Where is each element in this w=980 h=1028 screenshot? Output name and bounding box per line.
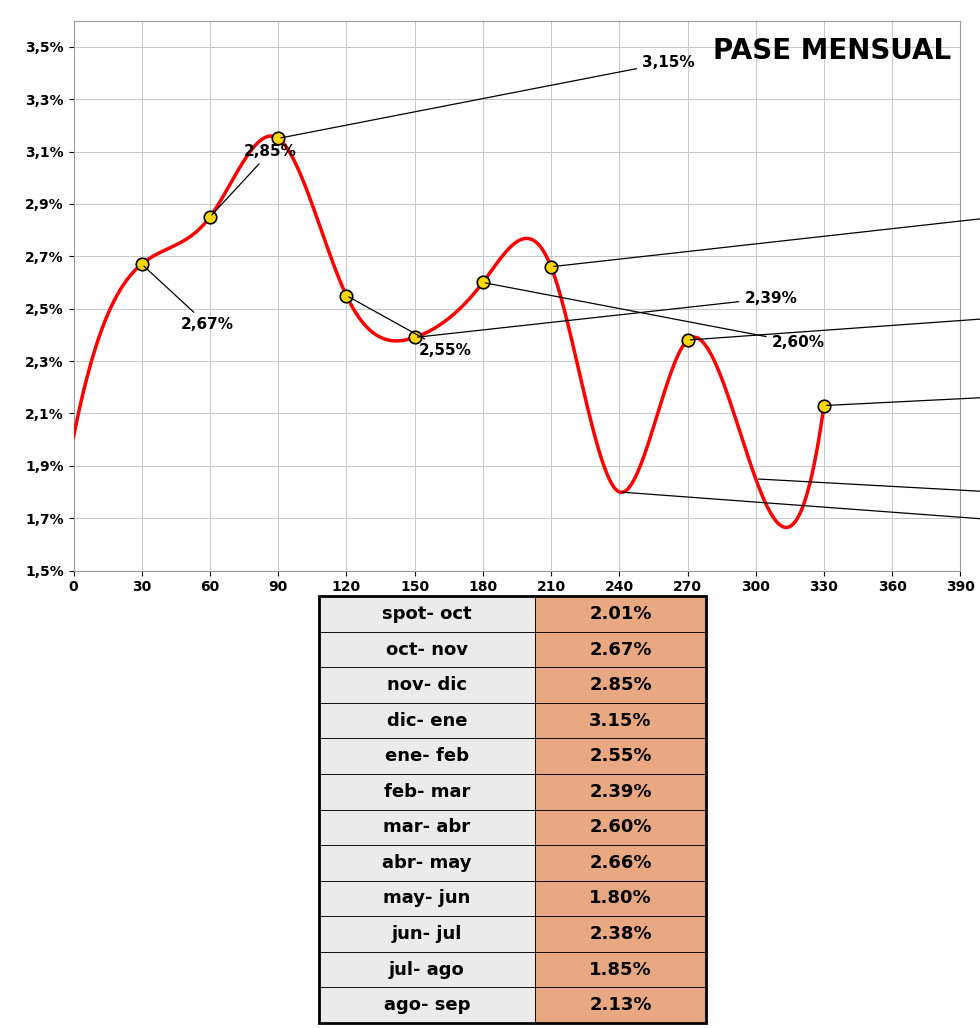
Text: 2.13%: 2.13% bbox=[589, 996, 652, 1014]
Text: 3,15%: 3,15% bbox=[281, 54, 695, 138]
Bar bbox=[535, 987, 706, 1023]
Text: 2.39%: 2.39% bbox=[589, 782, 652, 801]
Bar bbox=[318, 774, 535, 810]
Bar bbox=[535, 632, 706, 667]
Text: ago- sep: ago- sep bbox=[383, 996, 470, 1014]
Text: mar- abr: mar- abr bbox=[383, 818, 470, 837]
Bar bbox=[318, 845, 535, 881]
Bar bbox=[318, 703, 535, 738]
Text: 2,13%: 2,13% bbox=[827, 359, 980, 405]
Text: 3.15%: 3.15% bbox=[589, 711, 652, 730]
Text: 2,85%: 2,85% bbox=[212, 144, 297, 215]
Text: feb- mar: feb- mar bbox=[384, 782, 470, 801]
Text: jun- jul: jun- jul bbox=[392, 925, 463, 943]
Text: 2,67%: 2,67% bbox=[144, 266, 233, 332]
Text: 1,80%: 1,80% bbox=[622, 492, 980, 530]
Text: 2.38%: 2.38% bbox=[589, 925, 652, 943]
Bar bbox=[535, 738, 706, 774]
Text: 2.60%: 2.60% bbox=[589, 818, 652, 837]
Text: 2,55%: 2,55% bbox=[349, 297, 472, 358]
Bar bbox=[535, 667, 706, 703]
Bar bbox=[318, 810, 535, 845]
Bar bbox=[535, 881, 706, 916]
Text: abr- may: abr- may bbox=[382, 854, 471, 872]
Bar bbox=[318, 987, 535, 1023]
Bar bbox=[535, 845, 706, 881]
Text: 2,39%: 2,39% bbox=[417, 291, 798, 337]
Bar bbox=[318, 596, 535, 632]
Text: may- jun: may- jun bbox=[383, 889, 470, 908]
Text: nov- dic: nov- dic bbox=[387, 676, 466, 694]
Text: PASE MENSUAL: PASE MENSUAL bbox=[713, 37, 952, 65]
Text: 2.55%: 2.55% bbox=[589, 747, 652, 765]
Text: 2.66%: 2.66% bbox=[589, 854, 652, 872]
Text: dic- ene: dic- ene bbox=[387, 711, 467, 730]
Bar bbox=[535, 952, 706, 987]
Text: 2,66%: 2,66% bbox=[554, 205, 980, 266]
Text: oct- nov: oct- nov bbox=[386, 640, 467, 659]
Text: 1.85%: 1.85% bbox=[589, 960, 652, 979]
Text: 2.85%: 2.85% bbox=[589, 676, 652, 694]
Text: spot- oct: spot- oct bbox=[382, 605, 471, 623]
Bar bbox=[318, 667, 535, 703]
Text: 2,60%: 2,60% bbox=[485, 283, 824, 351]
Bar bbox=[535, 916, 706, 952]
Text: 1.80%: 1.80% bbox=[589, 889, 652, 908]
Text: 1,85%: 1,85% bbox=[759, 479, 980, 534]
Text: 2.67%: 2.67% bbox=[589, 640, 652, 659]
Bar bbox=[318, 952, 535, 987]
Text: 2,38%: 2,38% bbox=[690, 286, 980, 340]
Text: 2.01%: 2.01% bbox=[589, 605, 652, 623]
Bar bbox=[535, 774, 706, 810]
Bar bbox=[318, 632, 535, 667]
Bar bbox=[318, 738, 535, 774]
Bar bbox=[318, 916, 535, 952]
Text: ene- feb: ene- feb bbox=[385, 747, 468, 765]
Bar bbox=[318, 881, 535, 916]
Bar bbox=[535, 596, 706, 632]
Bar bbox=[535, 703, 706, 738]
Bar bbox=[535, 810, 706, 845]
X-axis label: DIAS AL VENCIMIENTO: DIAS AL VENCIMIENTO bbox=[404, 605, 630, 623]
Text: jul- ago: jul- ago bbox=[389, 960, 465, 979]
